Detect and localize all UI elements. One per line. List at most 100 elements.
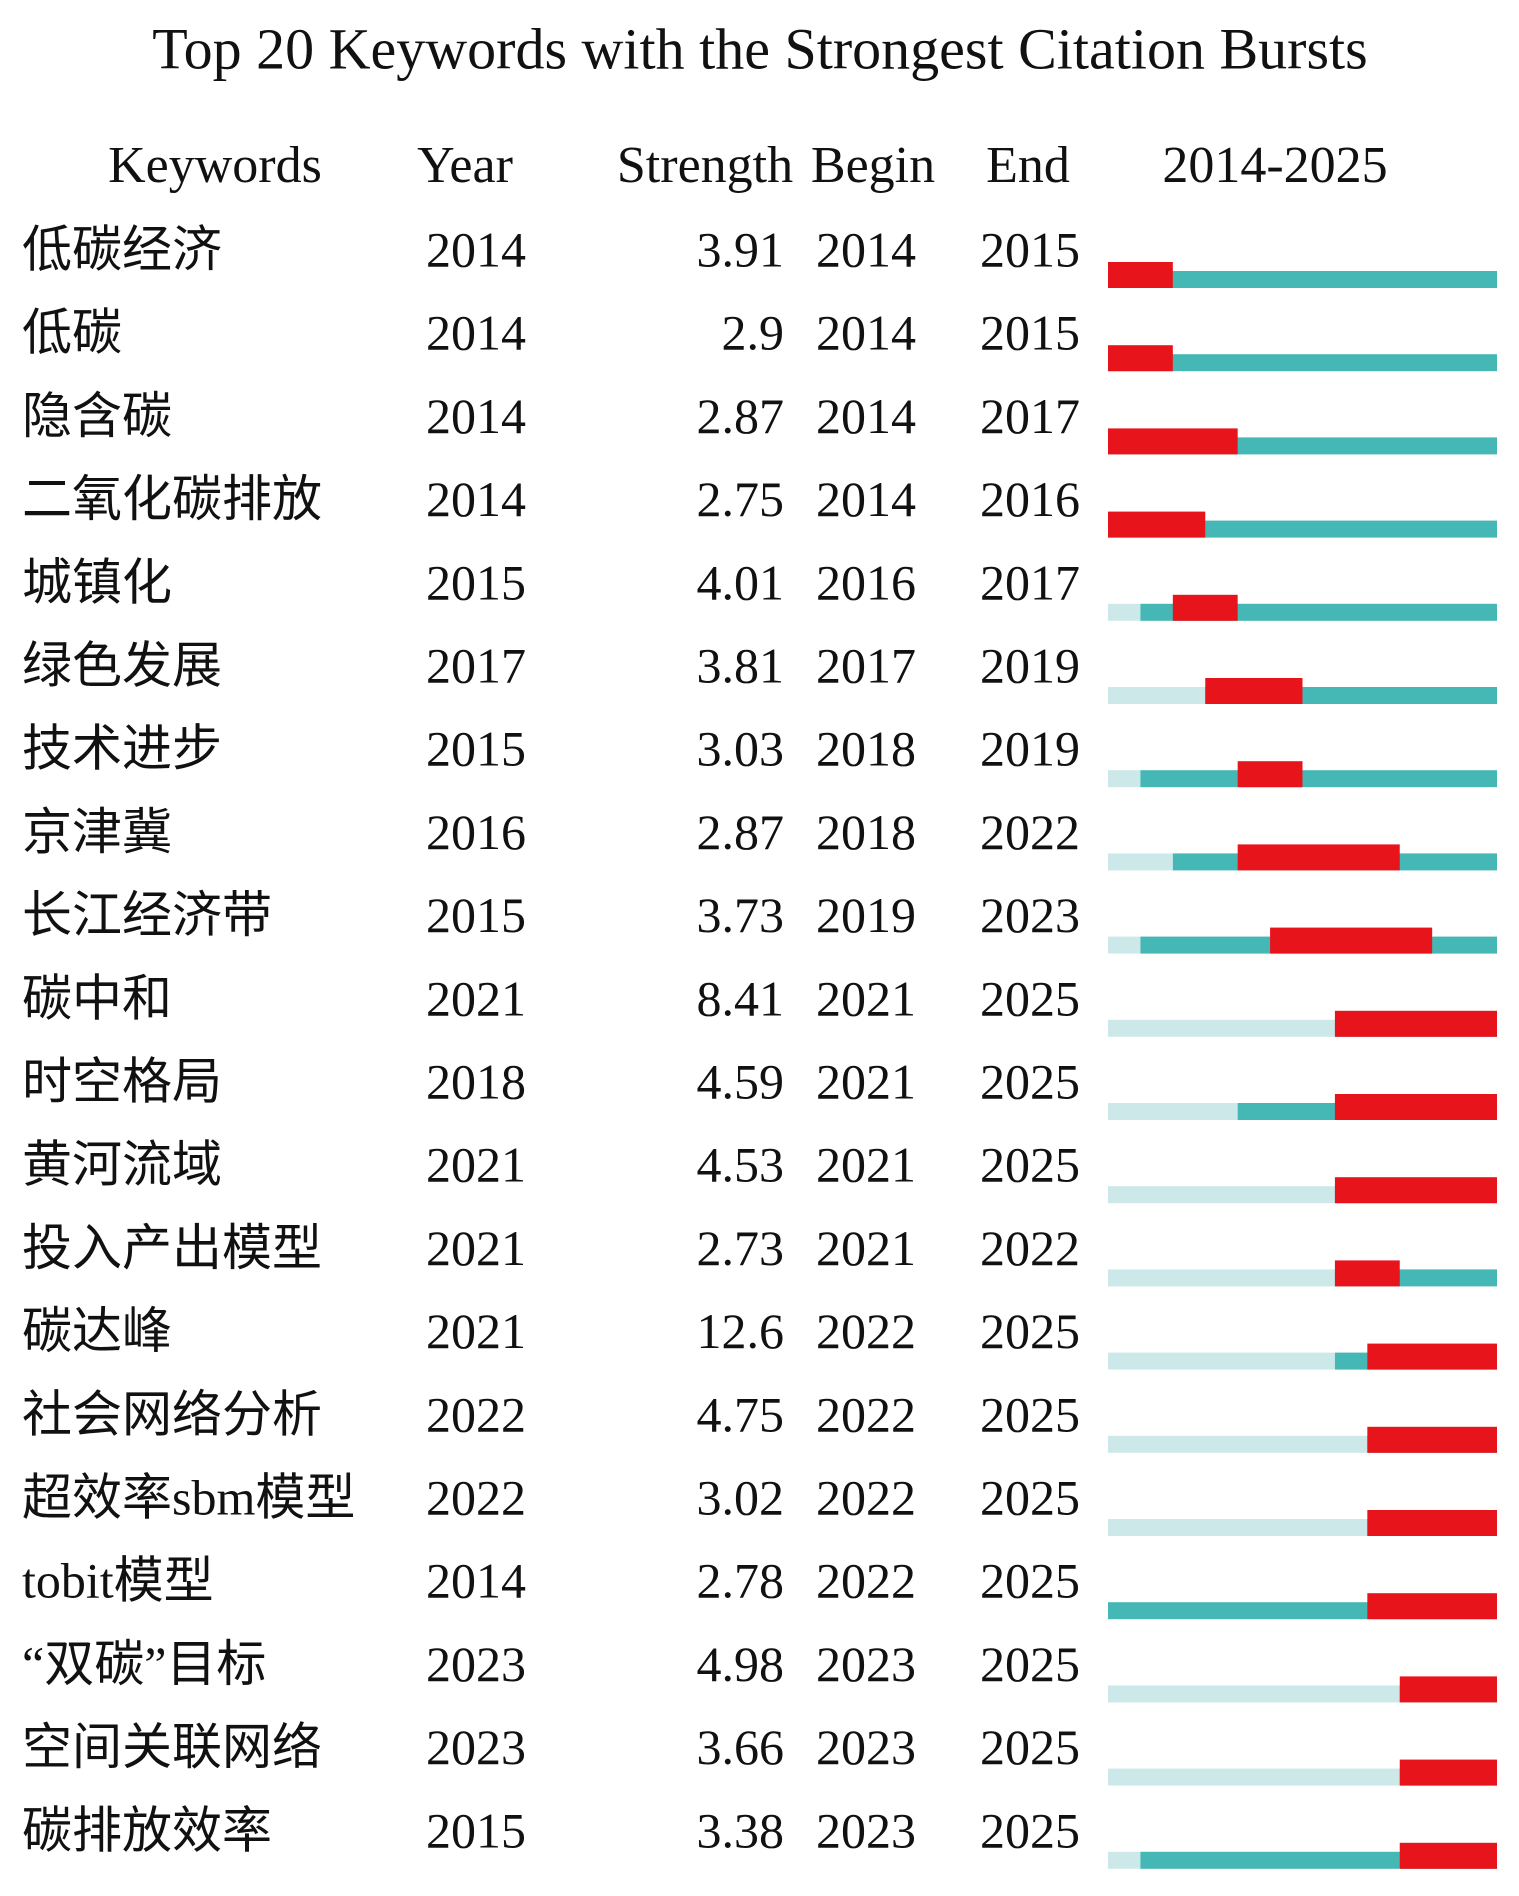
begin: 2022 — [816, 1553, 916, 1609]
begin: 2021 — [816, 1053, 916, 1109]
burst-segment — [1237, 761, 1303, 788]
strength: 3.38 — [697, 1802, 785, 1858]
keyword: 碳达峰 — [22, 1303, 172, 1359]
keyword: 二氧化碳排放 — [22, 471, 322, 527]
keyword: 空间关联网络 — [22, 1719, 322, 1775]
pre-year-segment — [1108, 1352, 1335, 1370]
begin: 2021 — [816, 1220, 916, 1276]
title: Top 20 Keywords with the Strongest Citat… — [152, 16, 1368, 81]
keyword: 低碳经济 — [22, 221, 222, 277]
end: 2025 — [980, 1137, 1080, 1193]
burst-segment — [1270, 927, 1433, 954]
burst-segment — [1367, 1343, 1497, 1370]
end: 2015 — [980, 221, 1080, 277]
burst-segment — [1367, 1593, 1497, 1620]
end: 2025 — [980, 1303, 1080, 1359]
strength: 4.98 — [697, 1636, 785, 1692]
strength: 2.75 — [697, 471, 785, 527]
begin: 2022 — [816, 1469, 916, 1525]
strength: 4.53 — [697, 1137, 785, 1193]
burst-segment — [1399, 1842, 1497, 1869]
begin: 2021 — [816, 1137, 916, 1193]
burst-segment — [1399, 1759, 1497, 1786]
burst-segment — [1334, 1010, 1497, 1037]
begin: 2016 — [816, 554, 916, 610]
year: 2021 — [426, 1220, 526, 1276]
year: 2014 — [426, 221, 526, 277]
year: 2014 — [426, 388, 526, 444]
keyword: 技术进步 — [22, 721, 222, 777]
strength: 4.01 — [697, 554, 785, 610]
strength: 2.73 — [697, 1220, 785, 1276]
keyword: 黄河流域 — [22, 1137, 222, 1193]
keyword: 碳中和 — [22, 970, 172, 1026]
year: 2023 — [426, 1636, 526, 1692]
begin: 2014 — [816, 221, 916, 277]
begin: 2021 — [816, 970, 916, 1026]
end: 2022 — [980, 1220, 1080, 1276]
year: 2023 — [426, 1719, 526, 1775]
column-header: 2014-2025 — [1162, 137, 1387, 194]
keyword: 长江经济带 — [22, 887, 272, 943]
begin: 2022 — [816, 1303, 916, 1359]
end: 2025 — [980, 970, 1080, 1026]
pre-year-segment — [1108, 1519, 1368, 1536]
column-header: Begin — [811, 137, 935, 194]
keyword: 超效率sbm模型 — [22, 1469, 355, 1525]
keyword: 城镇化 — [22, 554, 172, 610]
end: 2025 — [980, 1469, 1080, 1525]
end: 2015 — [980, 305, 1080, 361]
begin: 2018 — [816, 721, 916, 777]
year: 2021 — [426, 1137, 526, 1193]
column-header: Keywords — [108, 137, 322, 194]
year: 2017 — [426, 637, 526, 693]
burst-segment — [1334, 1260, 1400, 1287]
begin: 2017 — [816, 637, 916, 693]
strength: 4.75 — [697, 1386, 785, 1442]
keyword: 碳排放效率 — [22, 1802, 272, 1858]
burst-segment — [1237, 844, 1400, 871]
burst-segment — [1399, 1676, 1497, 1703]
keyword: 京津冀 — [22, 804, 172, 860]
pre-year-segment — [1108, 1768, 1400, 1786]
pre-year-segment — [1108, 687, 1206, 704]
end: 2017 — [980, 388, 1080, 444]
end: 2025 — [980, 1053, 1080, 1109]
pre-year-segment — [1108, 1019, 1335, 1037]
burst-segment — [1172, 594, 1238, 621]
keyword: 投入产出模型 — [22, 1220, 322, 1276]
year: 2014 — [426, 1553, 526, 1609]
year: 2015 — [426, 721, 526, 777]
keyword: 低碳 — [22, 305, 122, 361]
year: 2014 — [426, 305, 526, 361]
strength: 3.73 — [697, 887, 785, 943]
pre-year-segment — [1108, 1435, 1368, 1453]
burst-segment — [1108, 428, 1238, 455]
keyword: 社会网络分析 — [22, 1386, 322, 1442]
strength: 3.81 — [697, 637, 785, 693]
burst-segment — [1108, 262, 1173, 288]
end: 2025 — [980, 1719, 1080, 1775]
keyword: 隐含碳 — [22, 388, 172, 444]
strength: 2.9 — [722, 305, 785, 361]
begin: 2018 — [816, 804, 916, 860]
keyword: 绿色发展 — [22, 637, 222, 693]
year: 2022 — [426, 1469, 526, 1525]
end: 2022 — [980, 804, 1080, 860]
year: 2021 — [426, 1303, 526, 1359]
end: 2016 — [980, 471, 1080, 527]
column-header: Strength — [617, 137, 793, 194]
end: 2017 — [980, 554, 1080, 610]
burst-segment — [1334, 1177, 1497, 1204]
strength: 3.66 — [697, 1719, 785, 1775]
strength: 3.91 — [697, 221, 785, 277]
strength: 4.59 — [697, 1053, 785, 1109]
burst-segment — [1334, 1094, 1497, 1120]
end: 2019 — [980, 637, 1080, 693]
begin: 2014 — [816, 388, 916, 444]
pre-year-segment — [1108, 1685, 1400, 1703]
year: 2018 — [426, 1053, 526, 1109]
begin: 2023 — [816, 1636, 916, 1692]
burst-segment — [1367, 1510, 1497, 1536]
end: 2025 — [980, 1636, 1080, 1692]
